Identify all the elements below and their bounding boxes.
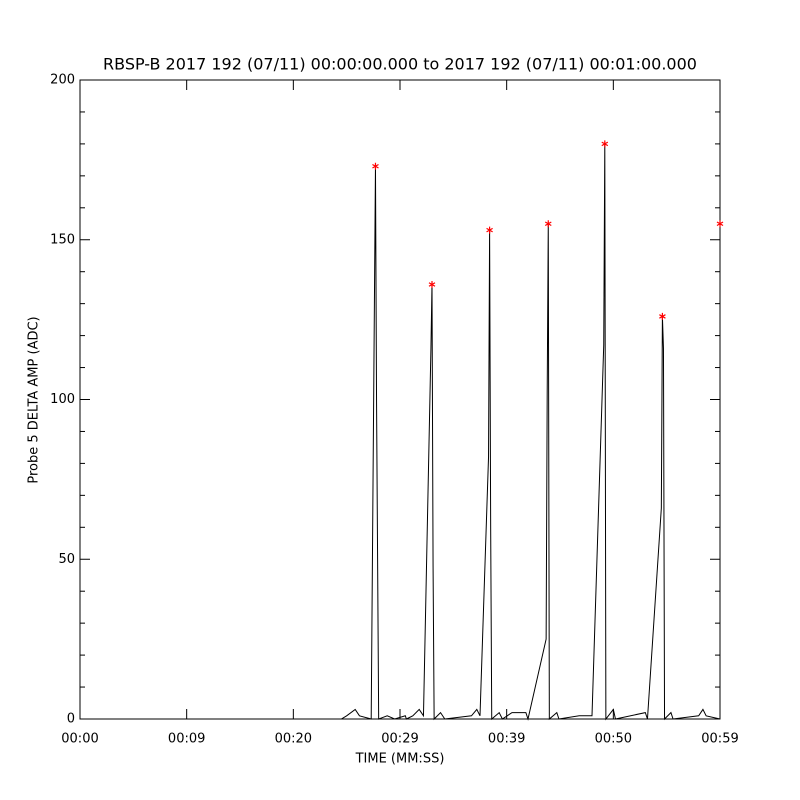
x-tick-label: 00:29 [381, 732, 418, 747]
x-tick-label: 00:00 [61, 732, 98, 747]
peak-marker [659, 312, 666, 320]
x-axis-label: TIME (MM:SS) [355, 752, 445, 767]
y-tick-label: 150 [50, 232, 75, 247]
peak-marker [716, 220, 724, 228]
y-tick-label: 100 [50, 392, 75, 407]
x-tick-label: 00:50 [595, 732, 632, 747]
y-axis-label: Probe 5 DELTA AMP (ADC) [27, 316, 42, 483]
y-tick-label: 200 [50, 73, 75, 88]
peak-marker [428, 280, 436, 288]
chart-title: RBSP-B 2017 192 (07/11) 00:00:00.000 to … [103, 55, 697, 74]
peak-marker [544, 220, 552, 228]
x-tick-label: 00:20 [275, 732, 312, 747]
x-tick-label: 00:59 [701, 732, 738, 747]
peak-marker [601, 140, 609, 148]
y-tick-label: 0 [67, 712, 75, 727]
peak-marker [372, 162, 379, 170]
x-tick-label: 00:09 [168, 732, 205, 747]
x-tick-label: 00:39 [488, 732, 525, 747]
peak-marker [486, 226, 493, 234]
data-line [80, 143, 721, 721]
y-tick-label: 50 [58, 552, 75, 567]
